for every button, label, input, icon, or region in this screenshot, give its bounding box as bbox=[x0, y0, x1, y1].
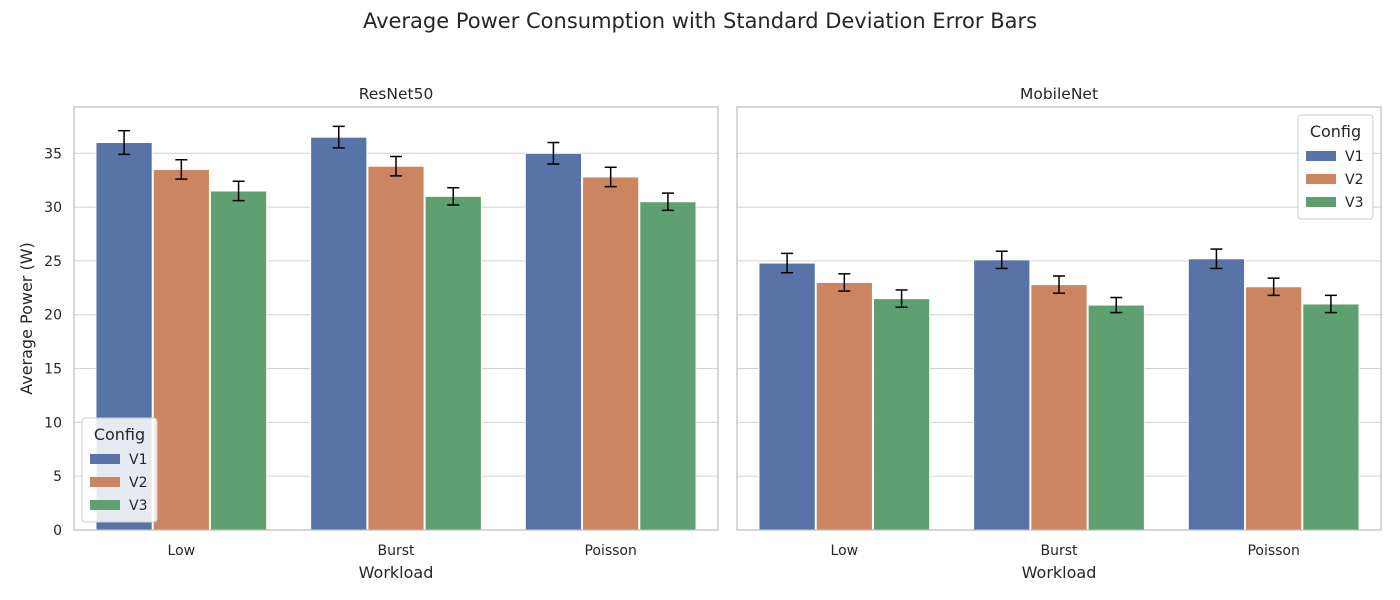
y-tick-label: 10 bbox=[44, 415, 62, 431]
x-tick-label: Burst bbox=[1040, 543, 1078, 559]
x-tick-label: Low bbox=[831, 543, 859, 559]
bar-low-v2 bbox=[815, 281, 873, 531]
legend-label-v3: V3 bbox=[129, 498, 147, 514]
y-tick-label: 30 bbox=[44, 200, 62, 216]
bar-poisson-v1 bbox=[1187, 258, 1246, 531]
legend-swatch-v1 bbox=[1306, 151, 1336, 161]
bar-low-v2 bbox=[152, 168, 210, 531]
panels: 0 5 10 15 20 25 30 35 Low Burst Poisson ResNet50 Wor… bbox=[17, 85, 1382, 582]
legend-swatch-v3 bbox=[90, 500, 120, 510]
y-tick-label: 20 bbox=[44, 308, 62, 324]
y-tick-label: 35 bbox=[44, 146, 62, 162]
y-tick-label: 5 bbox=[53, 469, 62, 485]
panel-title: ResNet50 bbox=[359, 85, 434, 103]
panel-0: 0 5 10 15 20 25 30 35 Low Burst Poisson ResNet50 Wor… bbox=[17, 85, 719, 582]
legend-swatch-v1 bbox=[90, 454, 120, 464]
legend-swatch-v2 bbox=[90, 477, 120, 487]
y-tick-label: 15 bbox=[44, 362, 62, 378]
bar-low-v1 bbox=[758, 262, 816, 531]
x-tick-label: Low bbox=[168, 543, 196, 559]
figure-title: Average Power Consumption with Standard … bbox=[363, 9, 1037, 33]
bar-burst-v2 bbox=[367, 165, 425, 531]
legend: Config V1 V2 V3 bbox=[81, 417, 158, 523]
legend-box bbox=[1297, 114, 1374, 220]
bar-low-v3 bbox=[872, 298, 931, 531]
bar-low-v3 bbox=[209, 190, 268, 531]
bar-poisson-v2 bbox=[582, 176, 640, 531]
bar-burst-v1 bbox=[310, 136, 368, 531]
legend-label-v1: V1 bbox=[1345, 149, 1363, 165]
legend-label-v1: V1 bbox=[129, 452, 147, 468]
axes-frame bbox=[736, 106, 1382, 531]
x-tick-label: Poisson bbox=[584, 543, 636, 559]
bar-poisson-v1 bbox=[524, 152, 583, 531]
y-tick-label: 25 bbox=[44, 254, 62, 270]
legend-swatch-v3 bbox=[1306, 197, 1336, 207]
axes-frame bbox=[73, 106, 719, 531]
legend-swatch-v2 bbox=[1306, 174, 1336, 184]
panel-1: Low Burst Poisson MobileNet Workload Config V1… bbox=[736, 85, 1382, 582]
bar-poisson-v3 bbox=[639, 201, 697, 531]
legend: Config V1 V2 V3 bbox=[1297, 114, 1374, 220]
x-axis-label: Workload bbox=[1022, 563, 1097, 582]
y-tick-label: 0 bbox=[53, 523, 62, 539]
x-axis-label: Workload bbox=[359, 563, 434, 582]
legend-label-v2: V2 bbox=[1345, 172, 1363, 188]
legend-label-v2: V2 bbox=[129, 475, 147, 491]
legend-title: Config bbox=[94, 425, 145, 444]
panel-title: MobileNet bbox=[1020, 85, 1098, 103]
x-tick-label: Poisson bbox=[1247, 543, 1299, 559]
bar-burst-v2 bbox=[1030, 284, 1088, 531]
bar-poisson-v3 bbox=[1302, 303, 1360, 531]
bar-burst-v3 bbox=[424, 195, 482, 531]
bar-poisson-v2 bbox=[1245, 286, 1303, 531]
bar-burst-v1 bbox=[973, 259, 1031, 531]
legend-title: Config bbox=[1310, 122, 1361, 141]
legend-label-v3: V3 bbox=[1345, 195, 1363, 211]
y-axis-label: Average Power (W) bbox=[17, 242, 36, 395]
legend-box bbox=[81, 417, 158, 523]
bar-burst-v3 bbox=[1087, 304, 1145, 531]
x-tick-label: Burst bbox=[377, 543, 415, 559]
